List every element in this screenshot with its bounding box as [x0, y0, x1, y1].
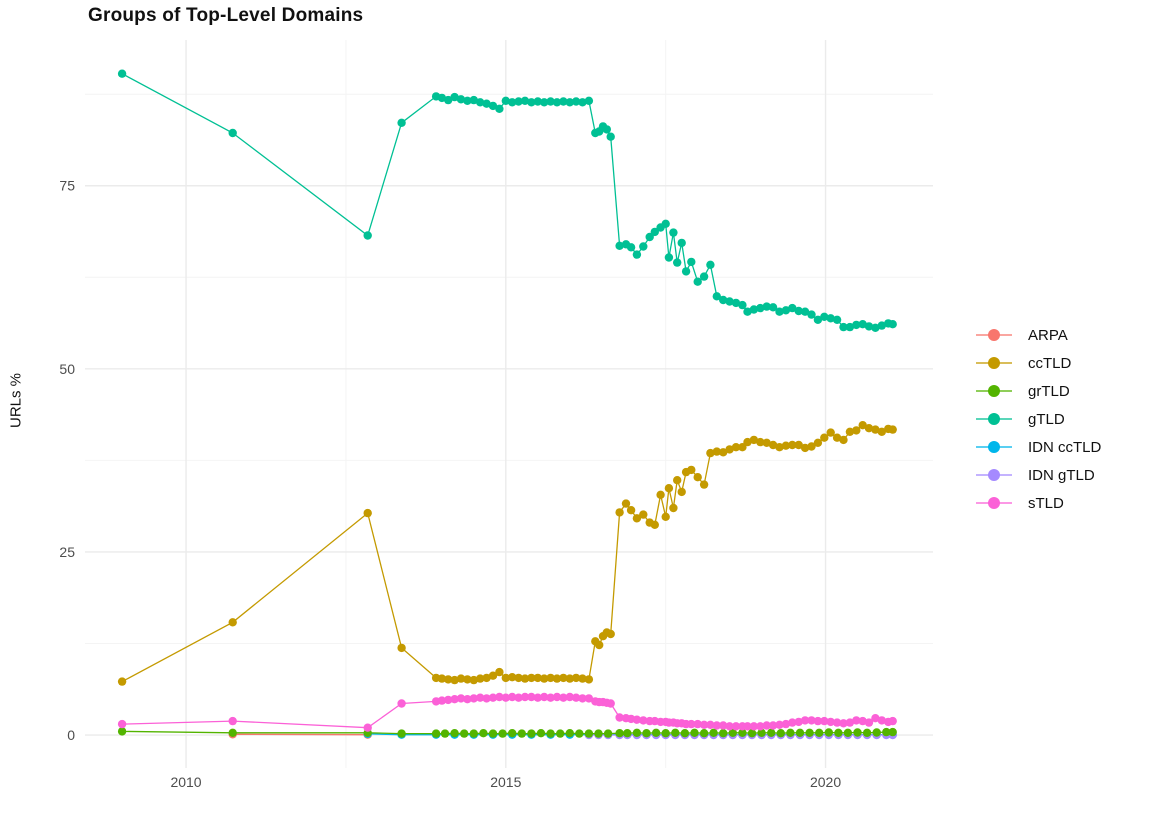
- legend-item-stld: sTLD: [976, 489, 1101, 517]
- legend-item-arpa: ARPA: [976, 321, 1101, 349]
- x-tick-label: 2010: [170, 774, 201, 790]
- y-tick-label: 25: [59, 544, 75, 560]
- series-grtld: [117, 727, 897, 738]
- legend-item-gtld: gTLD: [976, 405, 1101, 433]
- legend-item-idn-gtld: IDN gTLD: [976, 461, 1101, 489]
- legend-label: gTLD: [1028, 410, 1065, 428]
- legend-label: grTLD: [1028, 382, 1070, 400]
- legend-item-grtld: grTLD: [976, 377, 1101, 405]
- series-stld: [117, 692, 897, 732]
- legend-label: IDN ccTLD: [1028, 438, 1102, 456]
- series-cctld: [117, 421, 897, 686]
- legend-key-icon: [976, 468, 1012, 482]
- legend-key-icon: [976, 328, 1012, 342]
- legend-key-icon: [976, 496, 1012, 510]
- y-axis-label: URLs %: [7, 373, 25, 429]
- y-tick-label: 0: [67, 727, 75, 743]
- legend-item-cctld: ccTLD: [976, 349, 1101, 377]
- series-arpa: [228, 730, 372, 739]
- y-tick-label: 50: [59, 361, 75, 377]
- legend-label: ccTLD: [1028, 354, 1072, 372]
- axis-tick-labels: 0 25 50 75 2010 2015 2020: [59, 178, 841, 790]
- x-tick-label: 2015: [490, 774, 521, 790]
- series-gtld: [117, 69, 897, 332]
- legend-key-icon: [976, 440, 1012, 454]
- y-tick-label: 75: [59, 178, 75, 194]
- x-tick-label: 2020: [810, 774, 841, 790]
- legend-label: IDN gTLD: [1028, 466, 1095, 484]
- legend-item-idn-cctld: IDN ccTLD: [976, 433, 1101, 461]
- legend: ARPA ccTLD grTLD gTLD IDN ccTLD IDN gTLD sTLD: [976, 321, 1101, 517]
- legend-label: sTLD: [1028, 494, 1064, 512]
- legend-key-icon: [976, 412, 1012, 426]
- legend-key-icon: [976, 356, 1012, 370]
- grid-minor: [85, 40, 933, 768]
- grid-major: [85, 40, 933, 768]
- legend-key-icon: [976, 384, 1012, 398]
- legend-label: ARPA: [1028, 326, 1068, 344]
- chart-title: Groups of Top-Level Domains: [88, 5, 364, 26]
